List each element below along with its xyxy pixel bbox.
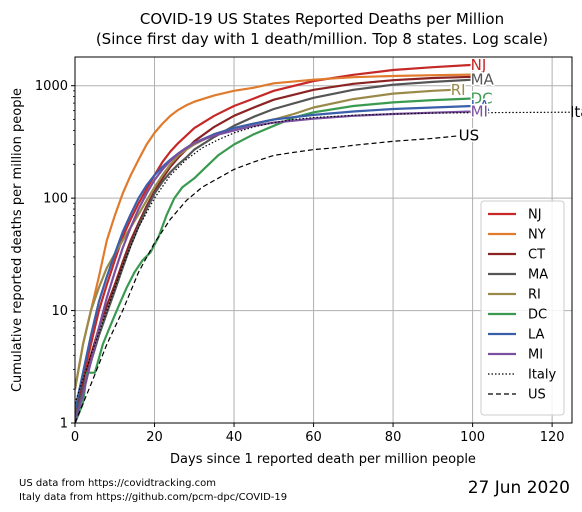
legend-label-ri: RI	[528, 288, 541, 303]
series-line-us	[75, 135, 461, 423]
series-lines	[75, 63, 572, 423]
end-labels: NJMARIDCLAMIItalyUS	[449, 54, 582, 146]
y-tick-label: 10	[51, 304, 68, 319]
x-tick-label: 80	[385, 430, 402, 445]
end-label-nj: NJ	[471, 56, 487, 74]
source-line-2: Italy data from https://github.com/pcm-d…	[19, 492, 287, 503]
grid	[74, 57, 572, 424]
source-line-1: US data from https://covidtracking.com	[19, 478, 216, 489]
legend-label-ct: CT	[528, 248, 545, 263]
series-line-ma	[75, 78, 473, 419]
legend-label-ma: MA	[528, 268, 548, 283]
date-label: 27 Jun 2020	[468, 478, 570, 498]
series-line-ny	[75, 73, 473, 390]
x-tick-label: 120	[540, 430, 565, 445]
x-tick-label: 100	[460, 430, 485, 445]
y-axis-title: Cumulative reported deaths per million p…	[10, 88, 25, 392]
x-axis-title: Days since 1 reported death per million …	[170, 452, 476, 467]
series-line-dc	[75, 97, 473, 423]
y-tick-label: 100	[43, 192, 68, 207]
y-tick-label: 1000	[35, 79, 68, 94]
legend-label-ny: NY	[528, 228, 546, 243]
x-tick-label: 60	[305, 430, 322, 445]
legend-label-us: US	[528, 388, 546, 403]
series-line-ct	[75, 75, 473, 419]
x-tick-label: 40	[226, 430, 243, 445]
plot-frame	[74, 56, 573, 424]
legend-label-nj: NJ	[528, 208, 542, 223]
end-label-ma: MA	[471, 71, 495, 89]
series-line-mi	[75, 110, 473, 423]
chart-subtitle: (Since first day with 1 death/million. T…	[96, 30, 548, 48]
series-line-la	[75, 104, 473, 411]
end-label-mi: MI	[471, 102, 488, 120]
end-label-us: US	[459, 127, 480, 145]
series-line-nj	[75, 63, 473, 415]
x-tick-label: 20	[146, 430, 163, 445]
end-label-la: LA	[471, 97, 491, 115]
end-label-dc: DC	[471, 89, 493, 107]
end-label-ri: RI	[451, 81, 466, 99]
legend-label-mi: MI	[528, 348, 543, 363]
legend-label-la: LA	[528, 328, 545, 343]
series-line-ri	[75, 88, 453, 390]
legend-label-italy: Italy	[528, 368, 557, 383]
y-tick-label: 1	[60, 417, 68, 432]
chart-title: COVID-19 US States Reported Deaths per M…	[140, 10, 504, 28]
legend-label-dc: DC	[528, 308, 547, 323]
x-tick-label: 0	[71, 430, 79, 445]
legend: NJ NY CT MA RI DC LA MI Italy US	[480, 200, 565, 416]
